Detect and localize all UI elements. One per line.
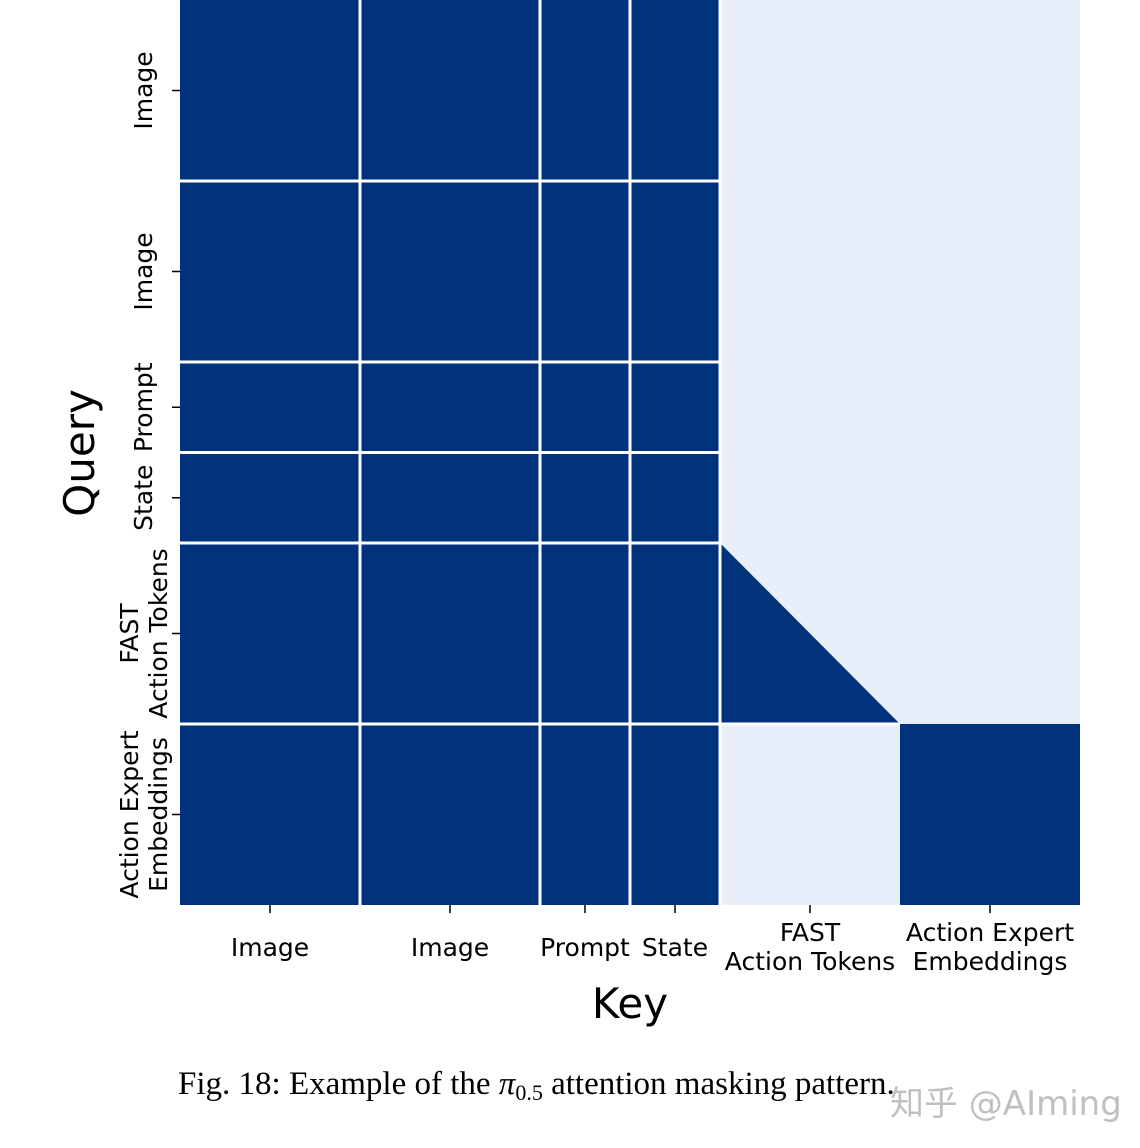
- attend-cell: [630, 452, 720, 543]
- x-tick-label: Image: [411, 933, 489, 962]
- y-tick-label-line: Image: [129, 232, 158, 310]
- attend-cell: [180, 543, 360, 724]
- y-tick-label-line: Action Expert: [115, 730, 144, 898]
- y-tick-label: Image: [129, 51, 158, 129]
- x-tick-label: Prompt: [540, 933, 630, 962]
- attend-cell: [630, 181, 720, 362]
- y-tick-label-line: Action Tokens: [144, 548, 173, 718]
- x-tick-label-line: Image: [231, 933, 309, 962]
- y-tick-label: FASTAction Tokens: [115, 548, 173, 718]
- y-tick-label-line: State: [129, 465, 158, 531]
- attend-cell: [630, 543, 720, 724]
- figure-caption: Fig. 18: Example of the π0.5 attention m…: [178, 1066, 1098, 1106]
- y-tick-label: Action ExpertEmbeddings: [115, 730, 173, 898]
- y-axis-label: Query: [55, 389, 104, 517]
- x-tick-label-line: Prompt: [540, 933, 630, 962]
- y-tick-label: State: [129, 465, 158, 531]
- caption-subscript: 0.5: [515, 1080, 543, 1105]
- y-tick-label-line: Prompt: [129, 362, 158, 452]
- y-tick-label: Prompt: [129, 362, 158, 452]
- x-tick-label: State: [642, 933, 708, 962]
- caption-symbol: π: [498, 1066, 516, 1102]
- attend-cell: [180, 452, 360, 543]
- attend-cell: [360, 452, 540, 543]
- caption-suffix: attention masking pattern.: [542, 1066, 895, 1102]
- attend-cell: [360, 0, 540, 181]
- attend-cell: [540, 0, 630, 181]
- attend-cell: [540, 362, 630, 453]
- attend-cell: [630, 362, 720, 453]
- x-tick-label-line: Action Expert: [906, 918, 1074, 947]
- x-tick-label: Image: [231, 933, 309, 962]
- attend-cell: [180, 362, 360, 453]
- attend-cell: [360, 181, 540, 362]
- attend-cell: [630, 0, 720, 181]
- x-tick-label: FAST Action Tokens: [725, 918, 895, 976]
- attend-cell: [540, 181, 630, 362]
- attend-cell: [540, 543, 630, 724]
- x-tick-label-line: Action Tokens: [725, 947, 895, 976]
- watermark: 知乎 @AIming: [890, 1084, 1122, 1124]
- y-tick-label: Image: [129, 232, 158, 310]
- attend-cell: [630, 724, 720, 905]
- caption-prefix: Fig. 18: Example of the: [178, 1066, 499, 1102]
- y-tick-label-line: Embeddings: [144, 737, 173, 892]
- x-tick-label-line: State: [642, 933, 708, 962]
- x-tick-label: Action Expert Embeddings: [906, 918, 1074, 976]
- x-tick-label-line: Image: [411, 933, 489, 962]
- attend-cell: [900, 724, 1080, 905]
- x-axis-label: Key: [592, 979, 668, 1028]
- x-tick-label-line: FAST: [780, 918, 841, 947]
- heatmap-gridlines: [180, 0, 900, 905]
- y-tick-label-line: Image: [129, 51, 158, 129]
- attend-cell: [360, 362, 540, 453]
- attend-cell: [360, 543, 540, 724]
- attend-cell: [180, 181, 360, 362]
- y-tick-label-line: FAST: [115, 603, 144, 664]
- attend-cell: [180, 724, 360, 905]
- causal-triangle: [720, 543, 900, 724]
- attend-cell: [540, 452, 630, 543]
- attend-cell: [180, 0, 360, 181]
- x-tick-label-line: Embeddings: [913, 947, 1068, 976]
- attend-cell: [540, 724, 630, 905]
- attend-cell: [360, 724, 540, 905]
